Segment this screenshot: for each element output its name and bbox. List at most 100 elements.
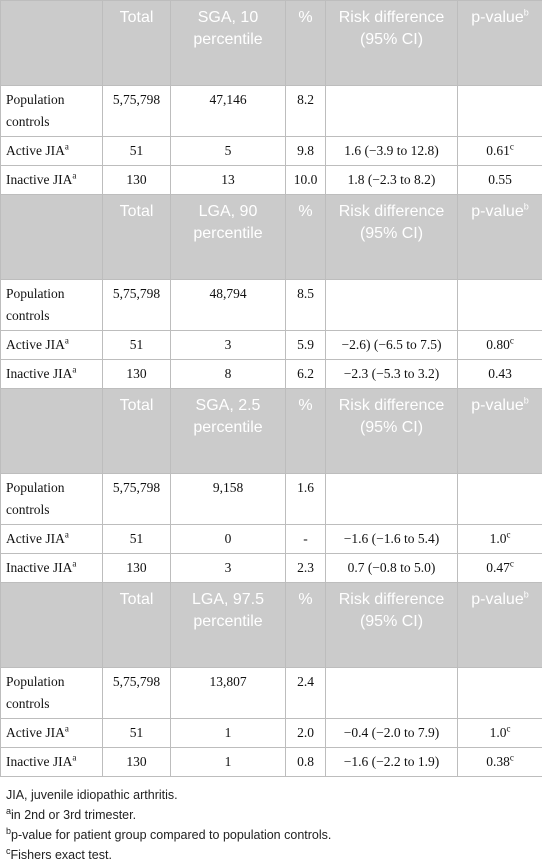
cell-text: 3 — [225, 560, 232, 575]
cell: Active JIAa — [1, 719, 103, 748]
cell-text: 8.5 — [297, 286, 314, 301]
superscript: a — [72, 365, 76, 375]
data-row: Population controls 5,75,798 9,158 1.6 — [1, 474, 542, 525]
cell-text: 51 — [130, 337, 144, 352]
footnote-text: p-value for patient group compared to po… — [11, 828, 331, 842]
cell: Population controls — [1, 668, 103, 719]
cell-text: p-value — [471, 9, 523, 26]
cell-text: 130 — [126, 366, 146, 381]
cell-text: Risk difference (95% CI) — [339, 203, 445, 242]
cell: 1.0c — [458, 525, 542, 554]
results-table: Total SGA, 10 percentile% Risk difference … — [0, 0, 542, 777]
cell: 8 — [171, 360, 286, 389]
cell: 2.0 — [286, 719, 326, 748]
cell-text: 5 — [225, 143, 232, 158]
footnote: ain 2nd or 3rd trimester. — [6, 805, 536, 825]
cell — [326, 280, 458, 331]
cell: 51 — [103, 719, 171, 748]
cell — [326, 668, 458, 719]
header-cell — [1, 1, 103, 86]
cell-text: Active JIA — [6, 337, 65, 352]
cell-text: 0.61 — [486, 143, 510, 158]
superscript: a — [72, 559, 76, 569]
data-row: Inactive JIAa 130 8 6.2 −2.3 (−5.3 to 3.2) 0.… — [1, 360, 542, 389]
cell: 6.2 — [286, 360, 326, 389]
cell-text: % — [298, 203, 312, 220]
cell-text: 1.6 (−3.9 to 12.8) — [344, 143, 439, 158]
cell: 130 — [103, 554, 171, 583]
cell: 3 — [171, 554, 286, 583]
cell-text: 10.0 — [294, 172, 318, 187]
cell: Population controls — [1, 86, 103, 137]
cell: 0.38c — [458, 748, 542, 777]
superscript: a — [65, 724, 69, 734]
cell-text: SGA, 10 percentile — [193, 9, 262, 48]
cell: 3 — [171, 331, 286, 360]
cell-text: 3 — [225, 337, 232, 352]
header-cell: Total — [103, 195, 171, 280]
cell: 0.7 (−0.8 to 5.0) — [326, 554, 458, 583]
header-cell — [1, 583, 103, 668]
cell: Active JIAa — [1, 525, 103, 554]
cell: Inactive JIAa — [1, 360, 103, 389]
cell — [326, 474, 458, 525]
superscript: a — [65, 142, 69, 152]
cell: −2.6) (−6.5 to 7.5) — [326, 331, 458, 360]
cell-text: % — [298, 397, 312, 414]
cell: 10.0 — [286, 166, 326, 195]
footnote-text: JIA, juvenile idiopathic arthritis. — [6, 788, 178, 802]
cell-text: 130 — [126, 754, 146, 769]
superscript: c — [510, 559, 514, 569]
cell-text: 0.43 — [488, 366, 512, 381]
cell: 130 — [103, 360, 171, 389]
cell: Active JIAa — [1, 137, 103, 166]
cell-text: % — [298, 591, 312, 608]
footnote: bp-value for patient group compared to p… — [6, 825, 536, 845]
cell: 0.8 — [286, 748, 326, 777]
cell-text: 0 — [225, 531, 232, 546]
cell: 1.6 — [286, 474, 326, 525]
cell-text: −2.3 (−5.3 to 3.2) — [344, 366, 439, 381]
cell — [458, 474, 542, 525]
superscript: c — [506, 530, 510, 540]
cell-text: 9,158 — [213, 480, 243, 495]
header-cell: Risk difference (95% CI) — [326, 389, 458, 474]
superscript: c — [510, 142, 514, 152]
superscript: c — [510, 336, 514, 346]
cell-text: Total — [120, 591, 154, 608]
header-cell: Risk difference (95% CI) — [326, 583, 458, 668]
cell-text: 5,75,798 — [113, 480, 160, 495]
cell-text: Inactive JIA — [6, 366, 72, 381]
cell-text: −1.6 (−1.6 to 5.4) — [344, 531, 439, 546]
cell-text: 51 — [130, 143, 144, 158]
cell: Inactive JIAa — [1, 166, 103, 195]
cell: 1 — [171, 748, 286, 777]
cell-text: 8 — [225, 366, 232, 381]
cell-text: 51 — [130, 725, 144, 740]
cell: 8.2 — [286, 86, 326, 137]
cell: 2.4 — [286, 668, 326, 719]
superscript: a — [65, 336, 69, 346]
cell: 0 — [171, 525, 286, 554]
cell-text: 48,794 — [209, 286, 246, 301]
cell: 130 — [103, 166, 171, 195]
cell-text: Population controls — [6, 480, 65, 517]
cell-text: Risk difference (95% CI) — [339, 397, 445, 436]
cell: 9,158 — [171, 474, 286, 525]
header-cell: % — [286, 583, 326, 668]
cell: 1.8 (−2.3 to 8.2) — [326, 166, 458, 195]
cell: −1.6 (−1.6 to 5.4) — [326, 525, 458, 554]
cell: 5,75,798 — [103, 280, 171, 331]
superscript: a — [72, 171, 76, 181]
cell-text: p-value — [471, 591, 523, 608]
cell-text: 1 — [225, 725, 232, 740]
